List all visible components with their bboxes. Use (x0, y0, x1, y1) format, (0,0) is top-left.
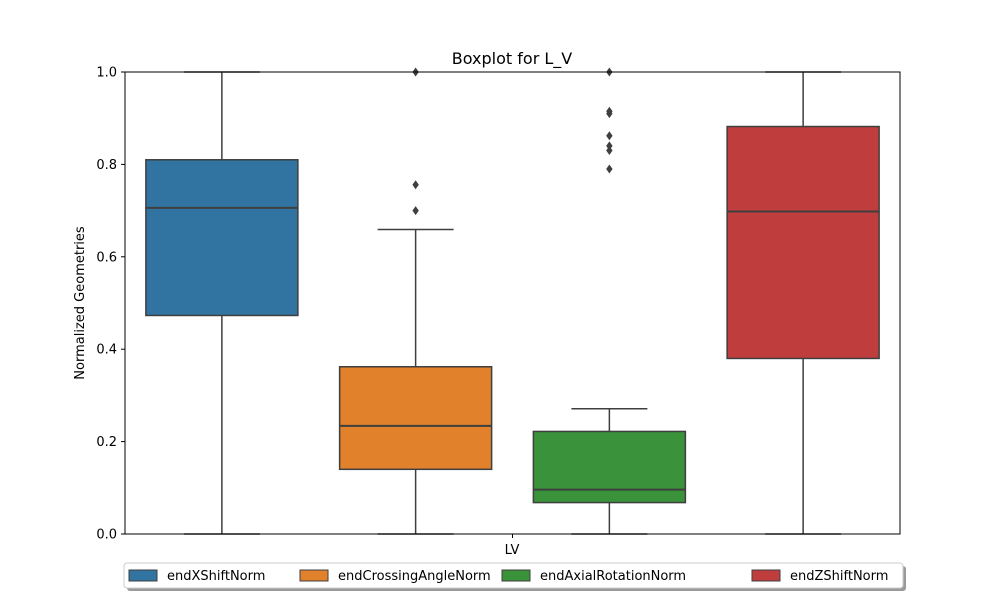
plot-area (124, 67, 901, 535)
legend-item-endCrossingAngleNorm: endCrossingAngleNorm (299, 569, 491, 584)
y-tick-label: 1.0 (96, 66, 117, 81)
legend-label: endZShiftNorm (790, 569, 888, 584)
outlier-marker (606, 106, 613, 116)
y-tick-label: 0.8 (96, 158, 117, 173)
legend-label: endXShiftNorm (167, 569, 265, 584)
legend-item-endZShiftNorm: endZShiftNorm (751, 569, 888, 584)
iqr-box (338, 366, 493, 471)
outlier-marker (606, 164, 613, 174)
y-tick-label: 0.6 (96, 250, 117, 265)
legend-item-endXShiftNorm: endXShiftNorm (128, 569, 265, 584)
legend-swatch (751, 569, 781, 582)
outlier-marker (412, 180, 419, 190)
outlier-marker (412, 206, 419, 216)
legend: endXShiftNorm endCrossingAngleNorm endAxia… (123, 562, 906, 591)
y-tick-label: 0.2 (96, 435, 117, 450)
iqr-box (532, 430, 687, 504)
y-tick-label: 0.4 (96, 343, 117, 358)
legend-swatch (299, 569, 329, 582)
legend-swatch (501, 569, 531, 582)
legend-label: endAxialRotationNorm (540, 569, 686, 584)
iqr-box (726, 125, 880, 360)
x-axis-label: LV (505, 543, 520, 558)
legend-item-endAxialRotationNorm: endAxialRotationNorm (501, 569, 686, 584)
legend-swatch (128, 569, 158, 582)
legend-label: endCrossingAngleNorm (338, 569, 491, 584)
box-endCrossingAngleNorm (338, 67, 493, 535)
outlier-marker (606, 131, 613, 141)
box-endXShiftNorm (145, 71, 299, 535)
outlier-marker (606, 141, 613, 151)
iqr-box (145, 159, 299, 317)
y-tick-label: 0.0 (96, 528, 117, 543)
chart-title: Boxplot for L_V (452, 49, 572, 69)
y-axis-label: Normalized Geometries (73, 226, 88, 380)
box-endAxialRotationNorm (532, 67, 687, 535)
y-axis: 0.0 0.2 0.4 0.6 0.8 1.0 (96, 66, 513, 543)
box-endZShiftNorm (726, 71, 880, 535)
outlier-marker (606, 146, 613, 156)
